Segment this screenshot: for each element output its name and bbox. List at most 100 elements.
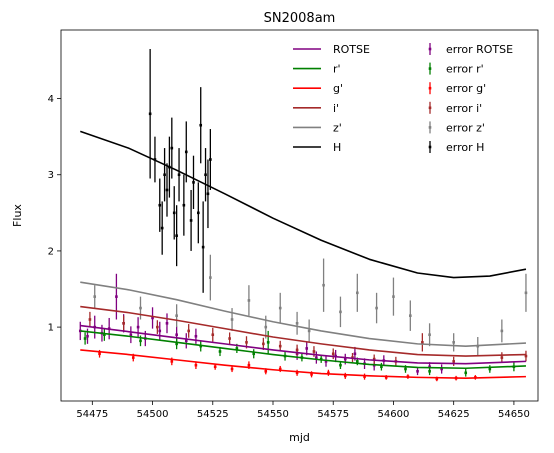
legend-error-marker: [428, 106, 432, 110]
data-point: [194, 334, 198, 338]
legend-label: g': [333, 82, 343, 95]
data-point: [175, 333, 178, 337]
legend-error-label: error r': [446, 63, 484, 76]
data-point: [322, 283, 325, 287]
data-point: [295, 321, 299, 325]
data-point: [158, 203, 162, 207]
fit-line-r-prime: [80, 330, 526, 370]
data-point: [103, 333, 106, 337]
plot-area: [78, 49, 528, 382]
data-point: [136, 325, 140, 329]
x-tick-label: 54475: [76, 409, 108, 420]
data-point: [247, 363, 251, 367]
data-point: [139, 339, 142, 343]
data-point: [384, 376, 388, 379]
legend-label: ROTSE: [333, 43, 370, 56]
data-point: [295, 348, 299, 352]
legend-error-label: error g': [446, 82, 486, 95]
fit-line-z-prime: [80, 281, 526, 347]
x-tick-label: 54550: [257, 409, 289, 420]
plot-frame: [60, 29, 539, 402]
legend-label: i': [333, 102, 339, 115]
x-tick-label: 54525: [197, 409, 229, 420]
data-point: [182, 203, 186, 207]
data-point: [305, 347, 309, 350]
data-point: [327, 371, 330, 375]
data-point: [160, 226, 164, 230]
data-point: [339, 310, 342, 314]
x-tick-label: 54500: [137, 409, 169, 420]
x-tick-label: 54650: [498, 409, 530, 420]
data-point: [204, 173, 207, 177]
data-point: [343, 374, 347, 378]
fit-line-H: [80, 130, 527, 279]
data-point: [115, 295, 118, 298]
y-tick-label: 2: [48, 246, 54, 257]
fit-line-ROTSE: [80, 324, 526, 365]
data-point: [375, 306, 378, 310]
data-point: [440, 367, 443, 371]
data-point: [201, 245, 205, 249]
data-point: [156, 325, 159, 329]
data-point: [428, 369, 431, 373]
data-point: [428, 365, 431, 369]
data-point: [170, 360, 174, 363]
data-point: [230, 367, 234, 371]
data-point: [218, 350, 222, 353]
chart-title: SN2008am: [264, 11, 336, 26]
data-point: [129, 333, 133, 337]
data-point: [312, 350, 316, 353]
data-point: [262, 342, 265, 346]
data-point: [189, 219, 193, 222]
data-point: [209, 158, 212, 161]
data-point: [175, 234, 178, 237]
data-point: [264, 325, 268, 329]
data-point: [187, 329, 190, 333]
legend-error-label: error H: [446, 141, 484, 154]
legend-error-label: error i': [446, 102, 482, 115]
data-point: [151, 316, 154, 320]
data-point: [83, 337, 87, 340]
legend-label: r': [333, 63, 341, 76]
legend-error-label: error ROTSE: [446, 43, 513, 56]
data-point: [247, 299, 251, 302]
data-point: [93, 295, 97, 298]
data-point: [264, 369, 268, 373]
data-point: [165, 188, 169, 192]
legend-error-marker: [428, 67, 432, 70]
legend-error-marker: [428, 86, 432, 90]
data-point: [464, 371, 468, 375]
data-point: [488, 367, 492, 371]
legend-error-marker: [428, 126, 432, 129]
data-point: [278, 344, 282, 348]
x-axis-label: mjd: [289, 431, 310, 444]
data-point: [88, 318, 92, 321]
data-point: [324, 360, 328, 363]
data-point: [245, 341, 248, 344]
data-point: [148, 112, 152, 116]
data-point: [197, 211, 200, 215]
y-axis-label: Flux: [11, 204, 24, 227]
data-point: [409, 314, 412, 317]
data-point: [213, 365, 217, 369]
data-point: [192, 181, 195, 184]
data-point: [184, 150, 188, 154]
data-point: [235, 347, 239, 350]
y-axis: 1 2 3 4: [48, 94, 61, 334]
data-point: [86, 334, 89, 338]
data-point: [206, 192, 210, 196]
data-point: [416, 369, 419, 373]
data-point: [392, 295, 395, 298]
data-point: [315, 356, 318, 359]
legend-error-marker: [428, 47, 432, 51]
data-point: [428, 333, 431, 337]
fit-line-g-prime: [80, 349, 526, 379]
data-point: [172, 211, 176, 215]
data-point: [122, 321, 125, 325]
data-point: [372, 357, 376, 361]
data-point: [228, 337, 231, 340]
data-point: [356, 360, 359, 363]
data-point: [307, 329, 311, 333]
data-point: [310, 373, 313, 376]
